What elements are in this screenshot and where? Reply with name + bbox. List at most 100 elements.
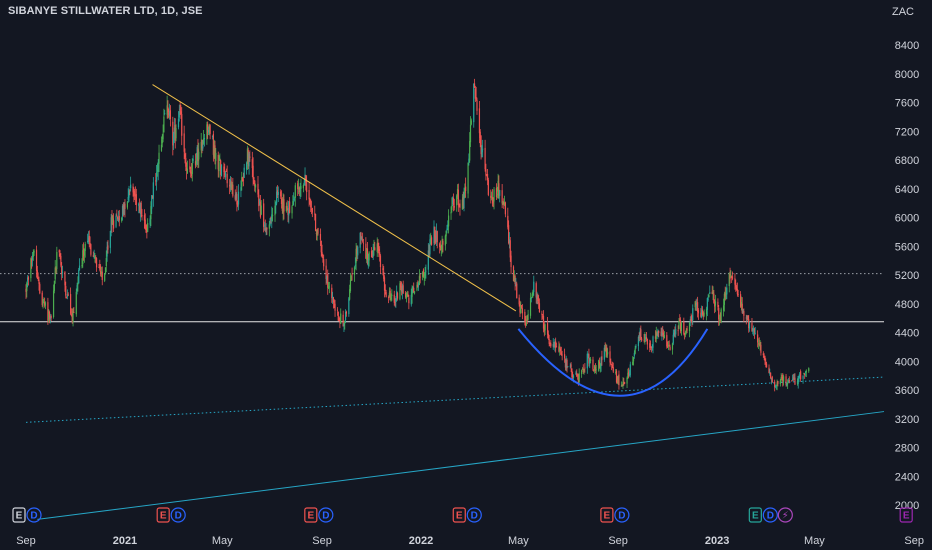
candle-body [405, 294, 408, 299]
candle-body [237, 191, 240, 205]
candle-body [405, 292, 407, 298]
candle-body [394, 302, 396, 303]
candle-body [747, 315, 749, 321]
candle-body [615, 370, 618, 383]
candle-body [462, 197, 464, 206]
y-tick-label: 3200 [895, 414, 919, 426]
candle-body [782, 377, 784, 382]
candle-body [446, 228, 448, 231]
candle-body [796, 382, 798, 384]
candle-body [37, 277, 39, 280]
candle-body [166, 105, 168, 115]
candle-body [228, 184, 231, 187]
x-tick-label: 2022 [409, 535, 433, 547]
candle-body [107, 245, 109, 250]
candle-body [740, 294, 742, 307]
candle-body [376, 243, 378, 253]
candle-body [559, 348, 562, 351]
candle-body [521, 308, 524, 314]
candle-body [206, 124, 208, 140]
candle-body [144, 219, 146, 229]
y-tick-label: 6800 [895, 155, 919, 167]
candle-body [427, 250, 429, 270]
candle-body [745, 317, 747, 319]
candle-body [254, 184, 257, 188]
candle-body [156, 169, 159, 172]
candle-body [389, 290, 391, 301]
candle-body [469, 124, 472, 143]
candle-body [82, 250, 84, 265]
candle-body [762, 353, 764, 356]
candle-body [167, 107, 169, 113]
candle-body [467, 162, 469, 194]
candle-body [357, 246, 359, 256]
candle-body [635, 346, 637, 348]
candle-body [240, 187, 242, 191]
candle-body [684, 332, 687, 335]
candle-body [561, 354, 563, 356]
candle-body [662, 331, 664, 333]
candle-body [442, 240, 444, 245]
candle-body [234, 195, 236, 200]
candle-body [652, 336, 654, 348]
candle-body [525, 320, 527, 326]
candle-body [456, 195, 458, 206]
candle-body [95, 258, 97, 260]
candle-body [709, 292, 711, 294]
candle-body [680, 323, 683, 331]
candle-body [752, 330, 754, 332]
candle-body [360, 232, 362, 240]
candle-body [184, 154, 186, 158]
candle-body [118, 216, 120, 221]
candle-body [33, 250, 35, 253]
candle-body [379, 255, 382, 267]
candle-body [793, 378, 795, 380]
candle-body [558, 346, 560, 352]
candle-body [84, 244, 86, 252]
candle-body [393, 294, 395, 303]
candle-body [61, 271, 64, 273]
candle-body [65, 297, 68, 298]
candle-body [343, 323, 345, 326]
candle-body [798, 376, 800, 378]
candle-body [354, 264, 356, 267]
candle-body [429, 239, 431, 255]
candle-body [498, 183, 500, 196]
candle-body [554, 341, 556, 348]
candle-body [92, 255, 94, 257]
candle-body [139, 204, 141, 214]
x-tick-label: Sep [312, 535, 332, 547]
candle-body [246, 162, 248, 170]
candle-body [413, 291, 416, 294]
candle-body [603, 347, 605, 360]
candle-body [577, 374, 579, 384]
candle-body [140, 202, 142, 214]
candle-body [736, 288, 738, 295]
candle-body [274, 205, 276, 216]
candle-body [264, 227, 266, 231]
candle-body [435, 230, 438, 243]
dividend-badge [318, 507, 334, 523]
candle-body [610, 361, 612, 364]
candle-body [371, 256, 373, 258]
candle-body [667, 344, 670, 347]
candle-body [785, 376, 787, 385]
candle-body [247, 150, 249, 165]
candle-body [724, 293, 726, 297]
trend-line [152, 84, 517, 312]
candle-body [661, 332, 663, 336]
candle-body [395, 298, 397, 302]
candle-body [113, 220, 115, 229]
candle-body [378, 248, 380, 252]
candle-body [770, 378, 773, 380]
candle-body [508, 239, 511, 244]
candle-body [459, 203, 461, 208]
candle-body [504, 202, 506, 215]
candle-body [202, 145, 204, 149]
candle-body [679, 320, 682, 332]
candle-body [275, 202, 277, 206]
candle-body [524, 311, 526, 322]
candle-body [155, 172, 158, 182]
candle-body [316, 229, 318, 236]
